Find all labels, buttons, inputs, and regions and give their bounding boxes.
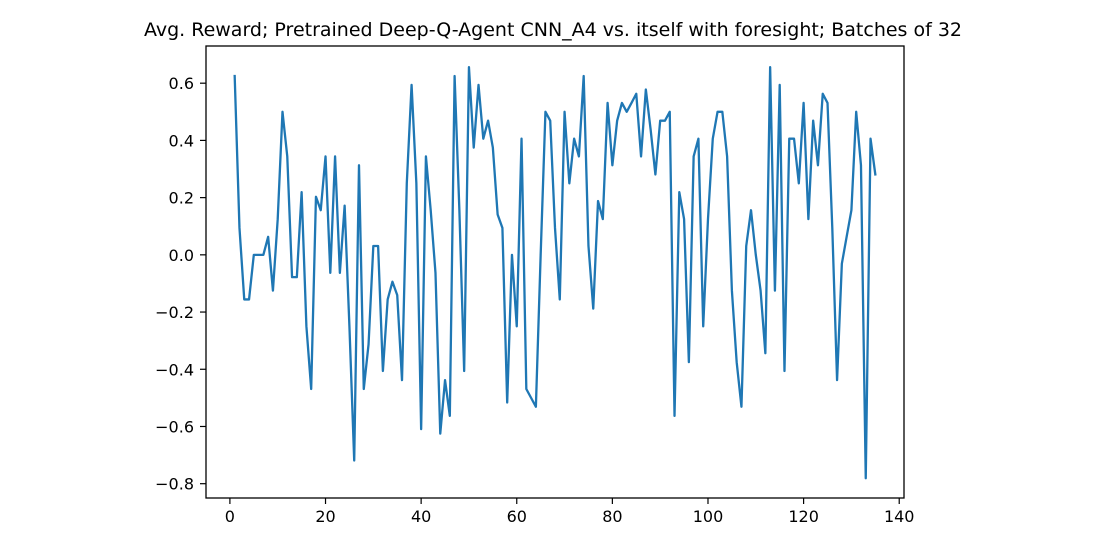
y-axis: 0.6 0.4 0.2 0.0 −0.2 −0.4 −0.6 −0.8 — [155, 74, 206, 494]
y-tick-label: 0.0 — [169, 246, 194, 265]
x-tick-label: 0 — [225, 507, 235, 526]
x-axis: 0 20 40 60 80 100 120 140 — [225, 498, 915, 526]
x-tick-label: 20 — [315, 507, 335, 526]
y-tick-label: 0.2 — [169, 189, 194, 208]
x-tick-label: 80 — [602, 507, 622, 526]
x-tick-label: 100 — [693, 507, 724, 526]
chart-title: Avg. Reward; Pretrained Deep-Q-Agent CNN… — [144, 19, 962, 41]
x-tick-label: 120 — [788, 507, 819, 526]
y-tick-label: 0.4 — [169, 131, 194, 150]
plot-area-frame — [205, 45, 905, 499]
series-group — [233, 66, 877, 480]
x-tick-label: 140 — [884, 507, 915, 526]
x-tick-label: 40 — [411, 507, 431, 526]
y-tick-label: −0.2 — [155, 303, 194, 322]
series-line — [233, 66, 877, 480]
y-tick-label: −0.6 — [155, 417, 194, 436]
y-tick-label: 0.6 — [169, 74, 194, 93]
x-tick-label: 60 — [507, 507, 527, 526]
y-tick-label: −0.8 — [155, 475, 194, 494]
y-tick-label: −0.4 — [155, 360, 194, 379]
